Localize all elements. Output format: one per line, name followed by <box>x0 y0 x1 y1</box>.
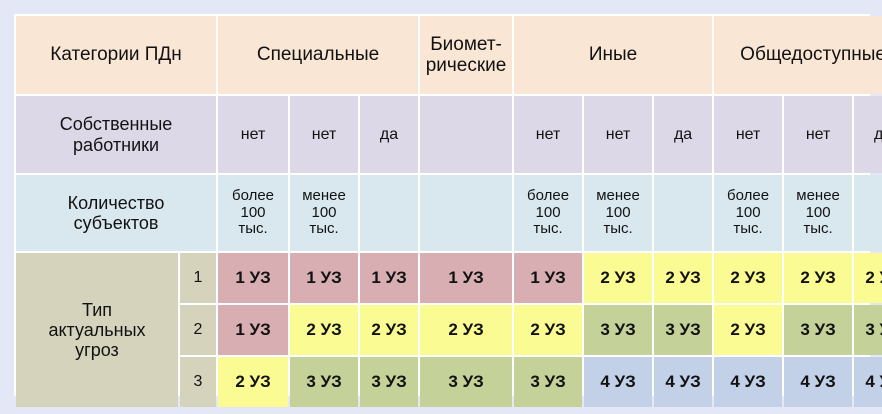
uz-cell-r3-c1: 3 УЗ <box>290 357 359 407</box>
pdn-classification-table: Категории ПДн Специальные Биомет-рические И… <box>14 14 882 409</box>
uz-cell-r1-c7: 2 УЗ <box>714 253 783 303</box>
uz-cell-r2-c9: 3 УЗ <box>854 305 882 355</box>
cell-r0-c9: да <box>854 96 882 173</box>
uz-cell-r3-c4: 3 УЗ <box>514 357 583 407</box>
uz-cell-r1-c1: 1 УЗ <box>290 253 359 303</box>
attribute-row-1: Количество субъектов более 100 тыс. менее 100 т… <box>16 175 882 251</box>
cell-r1-c7: более 100 тыс. <box>714 175 783 251</box>
cell-r1-c3 <box>420 175 513 251</box>
cell-r0-c8: нет <box>784 96 853 173</box>
threat-index-1: 1 <box>180 253 217 303</box>
cell-r0-c7: нет <box>714 96 783 173</box>
cell-r1-c4: более 100 тыс. <box>514 175 583 251</box>
uz-cell-r3-c8: 4 УЗ <box>784 357 853 407</box>
cell-r1-c6 <box>654 175 713 251</box>
header-row: Категории ПДн Специальные Биомет-рические И… <box>16 16 882 94</box>
uz-cell-r2-c2: 2 УЗ <box>360 305 419 355</box>
uz-cell-r3-c0: 2 УЗ <box>218 357 289 407</box>
uz-cell-r2-c5: 3 УЗ <box>584 305 653 355</box>
column-group-header-1: Биомет-рические <box>420 16 513 94</box>
cell-r0-c4: нет <box>514 96 583 173</box>
uz-cell-r1-c2: 1 УЗ <box>360 253 419 303</box>
threat-row-1: Тип актуальных угроз 1 1 УЗ 1 УЗ 1 УЗ 1 УЗ 1 УЗ 2… <box>16 253 882 407</box>
uz-cell-r3-c7: 4 УЗ <box>714 357 783 407</box>
column-group-header-3: Общедоступные <box>714 16 882 94</box>
uz-cell-r2-c8: 3 УЗ <box>784 305 853 355</box>
uz-cell-r2-c4: 2 УЗ <box>514 305 583 355</box>
cell-r0-c5: нет <box>584 96 653 173</box>
threat-type-label: Тип актуальных угроз <box>16 253 178 407</box>
cell-r0-c6: да <box>654 96 713 173</box>
uz-cell-r3-c2: 3 УЗ <box>360 357 419 407</box>
uz-cell-r2-c7: 2 УЗ <box>714 305 783 355</box>
uz-cell-r1-c4: 1 УЗ <box>514 253 583 303</box>
uz-cell-r3-c5: 4 УЗ <box>584 357 653 407</box>
cell-r1-c5: менее 100 тыс. <box>584 175 653 251</box>
cell-r1-c8: менее 100 тыс. <box>784 175 853 251</box>
cell-r0-c3 <box>420 96 513 173</box>
threat-index-2: 2 <box>180 305 217 355</box>
uz-cell-r1-c5: 2 УЗ <box>584 253 653 303</box>
uz-cell-r2-c6: 3 УЗ <box>654 305 713 355</box>
attribute-row-0: Собственные работники нет нет да нет нет да нет н… <box>16 96 882 173</box>
table-body: Категории ПДн Специальные Биомет-рические И… <box>16 16 882 407</box>
threat-row-2: 21 УЗ2 УЗ2 УЗ2 УЗ2 УЗ3 УЗ3 УЗ2 УЗ3 УЗ3 У… <box>16 305 882 355</box>
cell-r1-c9 <box>854 175 882 251</box>
column-group-header-2: Иные <box>514 16 713 94</box>
cell-r1-c1: менее 100 тыс. <box>290 175 359 251</box>
cell-r1-c2 <box>360 175 419 251</box>
uz-cell-r1-c3: 1 УЗ <box>420 253 513 303</box>
threat-index-3: 3 <box>180 357 217 407</box>
cell-r0-c1: нет <box>290 96 359 173</box>
table-sheet: Категории ПДн Специальные Биомет-рические И… <box>14 14 882 407</box>
uz-cell-r1-c8: 2 УЗ <box>784 253 853 303</box>
row-label-0: Собственные работники <box>16 96 217 173</box>
threat-row-3: 32 УЗ3 УЗ3 УЗ3 УЗ3 УЗ4 УЗ4 УЗ4 УЗ4 УЗ4 У… <box>16 357 882 407</box>
uz-cell-r2-c3: 2 УЗ <box>420 305 513 355</box>
row-label-1: Количество субъектов <box>16 175 217 251</box>
uz-cell-r3-c3: 3 УЗ <box>420 357 513 407</box>
uz-cell-r3-c9: 4 УЗ <box>854 357 882 407</box>
column-group-header-0: Специальные <box>218 16 419 94</box>
uz-cell-r3-c6: 4 УЗ <box>654 357 713 407</box>
uz-cell-r1-c0: 1 УЗ <box>218 253 289 303</box>
uz-cell-r1-c9: 2 УЗ <box>854 253 882 303</box>
corner-label: Категории ПДн <box>16 16 217 94</box>
uz-cell-r2-c0: 1 УЗ <box>218 305 289 355</box>
uz-cell-r1-c6: 2 УЗ <box>654 253 713 303</box>
cell-r0-c0: нет <box>218 96 289 173</box>
cell-r1-c0: более 100 тыс. <box>218 175 289 251</box>
uz-cell-r2-c1: 2 УЗ <box>290 305 359 355</box>
cell-r0-c2: да <box>360 96 419 173</box>
